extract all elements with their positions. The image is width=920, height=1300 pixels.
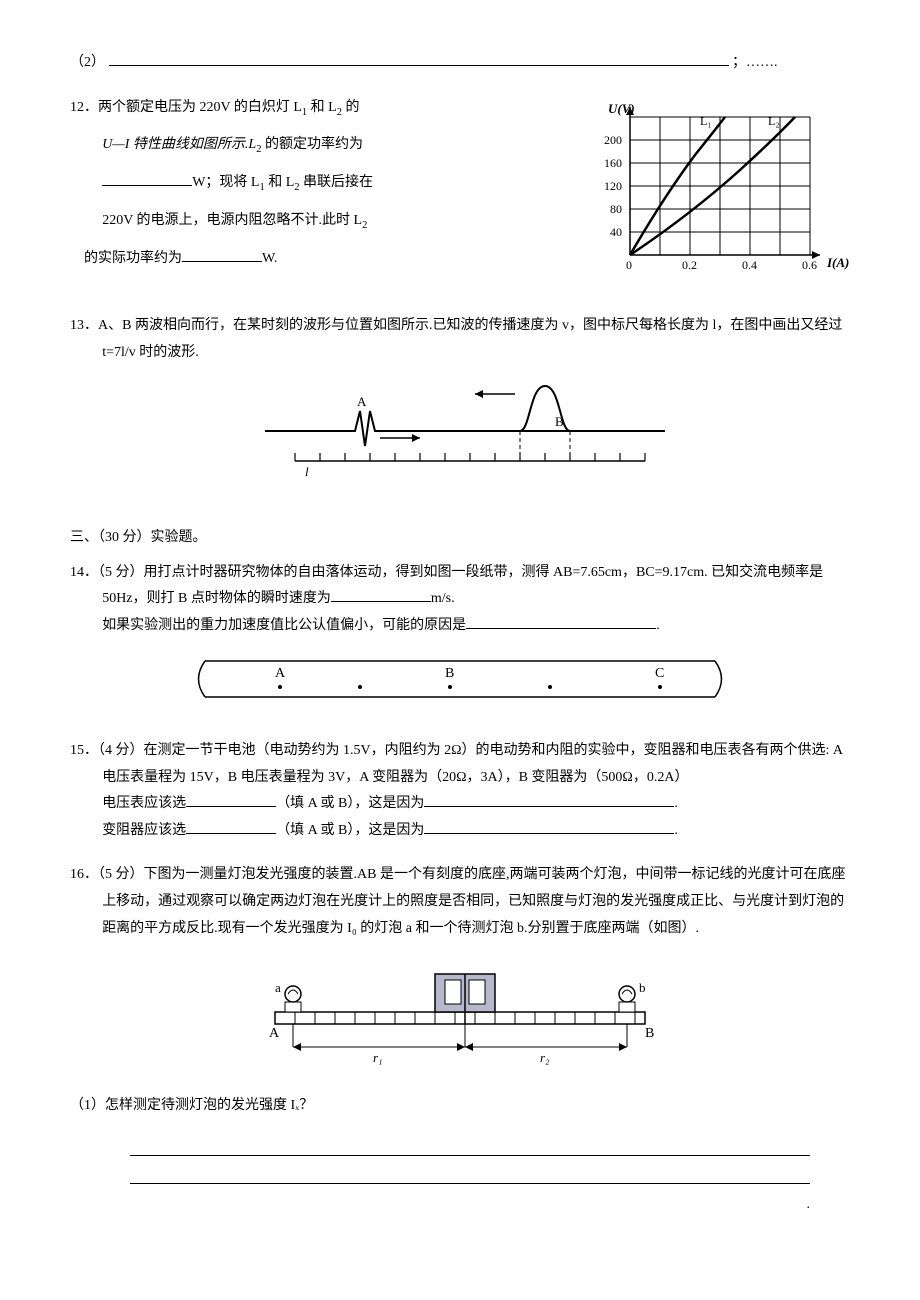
q11-prefix: （2） xyxy=(70,55,105,70)
svg-text:80: 80 xyxy=(610,202,622,216)
q14-blank1[interactable] xyxy=(331,587,431,602)
svg-text:200: 200 xyxy=(604,133,622,147)
q14: 14．（5 分）用打点计时器研究物体的自由落体运动，得到如图一段纸带，测得 AB… xyxy=(70,560,850,720)
q16-period: . xyxy=(70,1192,850,1219)
q12-text: 12．两个额定电压为 220V 的白炽灯 L1 和 L2 的 U—I 特性曲线如… xyxy=(70,95,570,273)
q15-blank2[interactable] xyxy=(186,819,276,834)
q15-blank1[interactable] xyxy=(186,792,276,807)
q14-blank2[interactable] xyxy=(466,614,656,629)
svg-text:C: C xyxy=(655,666,664,681)
svg-text:a: a xyxy=(275,980,281,995)
q11-blank: （2） ；……. xyxy=(70,50,850,77)
q15-blank1b[interactable] xyxy=(424,792,674,807)
svg-text:L₂: L₂ xyxy=(768,114,780,128)
q15: 15．（4 分）在测定一节干电池（电动势约为 1.5V，内阻约为 2Ω）的电动势… xyxy=(70,738,850,844)
q16: 16．（5 分）下图为一测量灯泡发光强度的装置.AB 是一个有刻度的底座,两端可… xyxy=(70,862,850,1218)
svg-text:0: 0 xyxy=(626,258,632,272)
svg-text:A: A xyxy=(275,666,286,681)
svg-text:0.4: 0.4 xyxy=(742,258,757,272)
svg-text:40: 40 xyxy=(610,225,622,239)
section3-heading: 三、（30 分）实验题。 xyxy=(70,525,850,552)
q16-answer-line2[interactable] xyxy=(130,1164,810,1183)
q15-blank2b[interactable] xyxy=(424,819,674,834)
q12-blank1[interactable] xyxy=(102,171,192,186)
svg-text:B: B xyxy=(445,666,454,681)
q12: 12．两个额定电压为 220V 的白炽灯 L1 和 L2 的 U—I 特性曲线如… xyxy=(70,95,850,296)
q13-figure: A B l xyxy=(70,376,850,507)
svg-text:L₁: L₁ xyxy=(700,114,712,128)
q13-num: 13． xyxy=(70,318,98,333)
svg-text:160: 160 xyxy=(604,156,622,170)
svg-text:A: A xyxy=(269,1026,280,1041)
labelA-icon: A xyxy=(357,394,367,409)
q14-num: 14． xyxy=(70,565,98,580)
q12-blank2[interactable] xyxy=(182,247,262,262)
svg-text:0.6: 0.6 xyxy=(802,258,817,272)
q16-subq: （1）怎样测定待测灯泡的发光强度 Iₓ？ xyxy=(70,1093,850,1120)
ylabel-icon: U(V) xyxy=(608,101,635,116)
svg-text:b: b xyxy=(639,980,646,995)
labelB-icon: B xyxy=(555,414,564,429)
xlabel-icon: I(A) xyxy=(826,255,849,270)
q13: 13．A、B 两波相向而行，在某时刻的波形与位置如图所示.已知波的传播速度为 v… xyxy=(70,313,850,507)
svg-text:r₁: r₁ xyxy=(373,1050,383,1065)
svg-text:120: 120 xyxy=(604,179,622,193)
q12-graph: U(V) I(A) 200 160 120 80 40 0 0.2 0.4 0.… xyxy=(590,95,850,296)
q12-num: 12． xyxy=(70,100,98,115)
q11-blank-line[interactable] xyxy=(109,51,729,66)
svg-text:B: B xyxy=(645,1026,654,1041)
svg-text:r₂: r₂ xyxy=(540,1050,550,1065)
q16-num: 16． xyxy=(70,867,98,882)
q16-figure: a A b B r₁ r₂ xyxy=(70,952,850,1083)
q16-answer-line1[interactable] xyxy=(130,1137,810,1156)
svg-text:0.2: 0.2 xyxy=(682,258,697,272)
q14-tape: A B C xyxy=(70,649,850,720)
q11-trailing: ；……. xyxy=(732,55,778,70)
q15-num: 15． xyxy=(70,743,98,758)
ruler-unit-icon: l xyxy=(305,464,309,479)
